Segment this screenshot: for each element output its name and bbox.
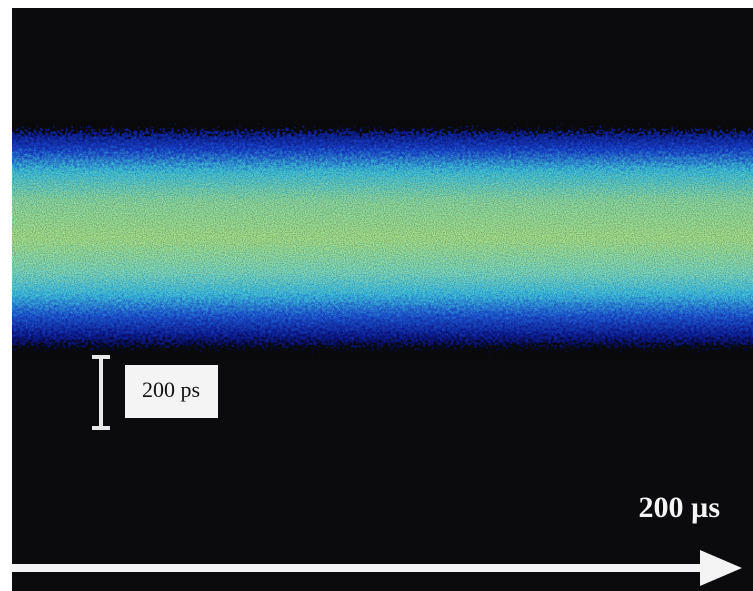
time-axis-label: 200 µs (639, 491, 720, 524)
streak-image: 200 ps 200 µs (0, 0, 753, 591)
scale-bar-label: 200 ps (142, 377, 200, 402)
page: 200 ps 200 µs (() => { const data = JSON… (0, 0, 753, 591)
signal-band (0, 120, 753, 360)
